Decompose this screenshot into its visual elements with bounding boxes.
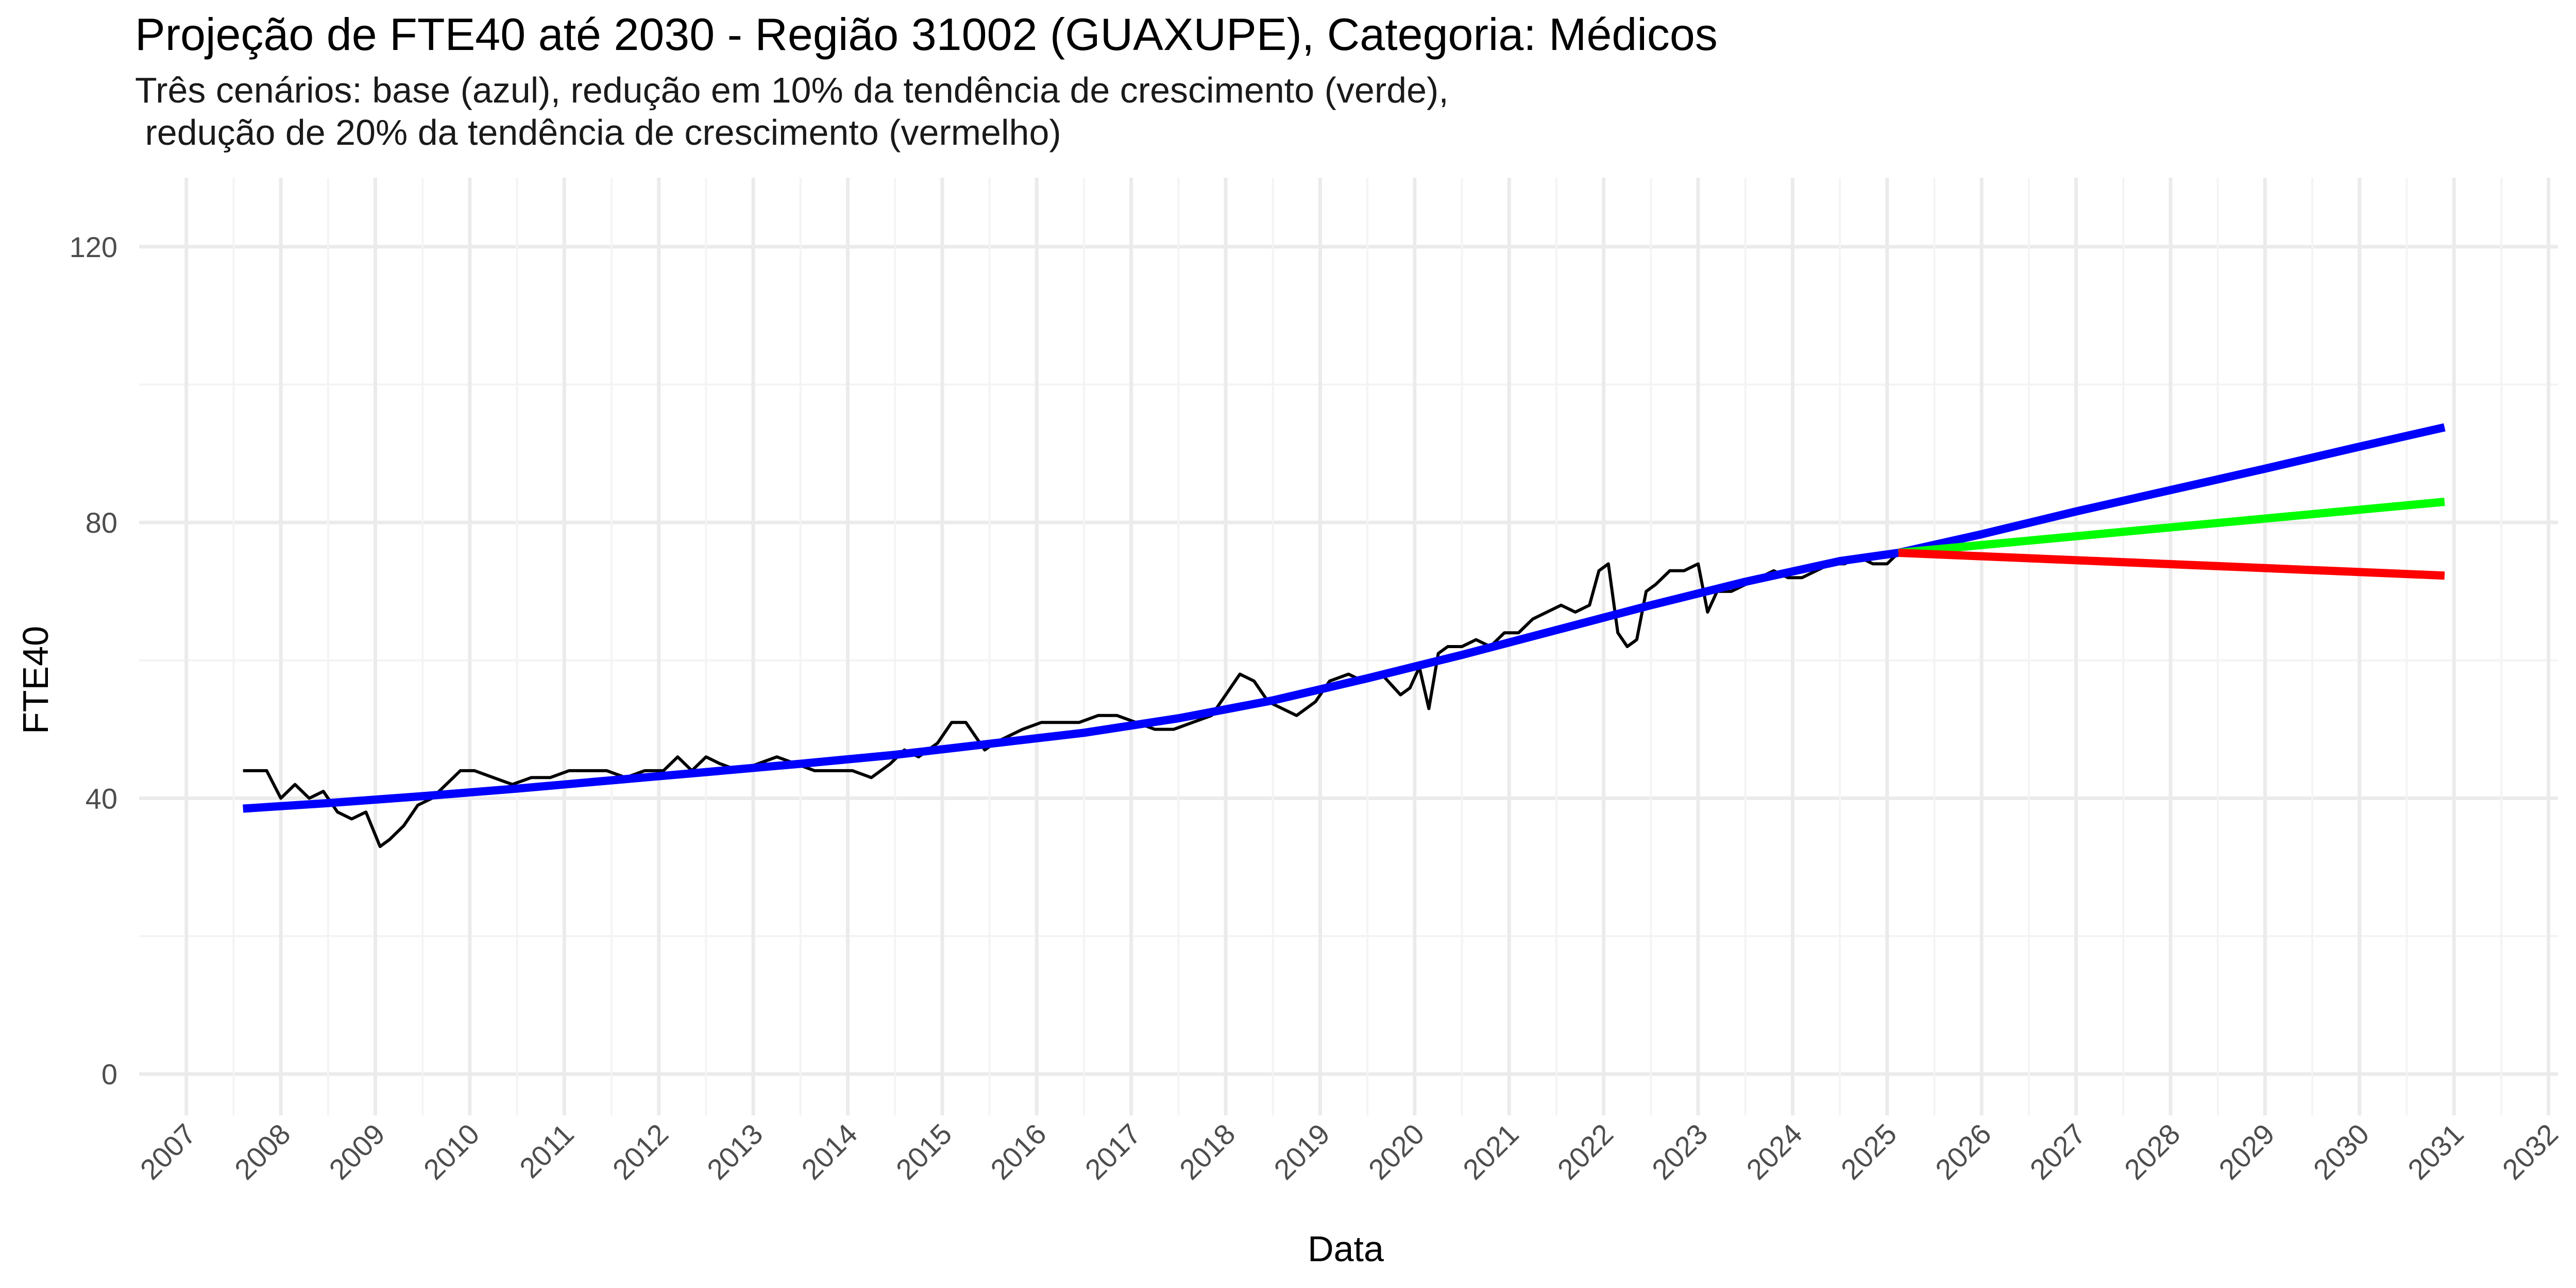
x-tick-label: 2009 — [323, 1117, 391, 1186]
x-axis-title: Data — [1308, 1229, 1384, 1269]
chart-title: Projeção de FTE40 até 2030 - Região 3100… — [135, 9, 1718, 60]
x-tick-label: 2018 — [1173, 1117, 1242, 1186]
x-axis-ticks: 2007 2008 2009 2010 2011 2012 2013 2014 2015 2016… — [134, 1117, 2565, 1186]
x-tick-label: 2010 — [417, 1117, 486, 1186]
x-tick-label: 2027 — [2024, 1117, 2092, 1186]
base-scenario-line — [243, 423, 2446, 813]
reduction-20-scenario-line — [1898, 549, 2445, 580]
y-tick-label: 120 — [70, 231, 117, 263]
x-tick-label: 2017 — [1079, 1117, 1147, 1186]
x-tick-label: 2016 — [984, 1117, 1053, 1186]
x-tick-label: 2019 — [1267, 1117, 1336, 1186]
x-tick-label: 2020 — [1362, 1117, 1431, 1186]
x-tick-label: 2022 — [1551, 1117, 1620, 1186]
grid — [139, 178, 2558, 1115]
x-tick-label: 2014 — [795, 1117, 863, 1186]
x-tick-label: 2007 — [134, 1117, 202, 1186]
x-tick-label: 2031 — [2401, 1117, 2470, 1186]
x-tick-label: 2008 — [228, 1117, 297, 1186]
x-tick-label: 2015 — [890, 1117, 958, 1186]
x-tick-label: 2030 — [2307, 1117, 2376, 1186]
y-axis-title: FTE40 — [15, 626, 56, 734]
x-tick-label: 2013 — [701, 1117, 769, 1186]
x-tick-label: 2028 — [2118, 1117, 2187, 1186]
x-tick-label: 2029 — [2212, 1117, 2281, 1186]
observed-series-line — [243, 549, 1903, 849]
x-tick-label: 2023 — [1646, 1117, 1714, 1186]
y-tick-label: 0 — [101, 1058, 117, 1091]
reduction-10-scenario-line — [1898, 498, 2445, 557]
x-tick-label: 2011 — [513, 1117, 580, 1184]
x-tick-label: 2012 — [606, 1117, 675, 1186]
chart-subtitle: Três cenários: base (azul), redução em 1… — [135, 70, 1449, 152]
x-tick-label: 2024 — [1740, 1117, 1808, 1186]
x-tick-label: 2026 — [1929, 1117, 1997, 1186]
y-axis-ticks: 0 40 80 120 — [70, 231, 117, 1091]
x-tick-label: 2025 — [1835, 1117, 1903, 1186]
y-tick-label: 80 — [86, 506, 117, 539]
x-tick-label: 2021 — [1456, 1117, 1525, 1186]
y-tick-label: 40 — [86, 782, 117, 815]
x-tick-label: 2032 — [2496, 1117, 2565, 1186]
series-lines — [243, 423, 2446, 849]
